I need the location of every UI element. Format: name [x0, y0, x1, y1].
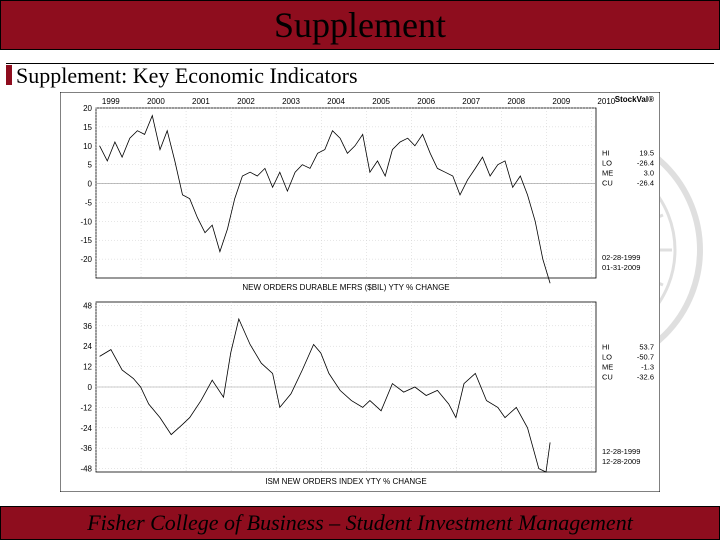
- svg-text:24: 24: [83, 342, 92, 351]
- svg-text:20: 20: [83, 104, 92, 113]
- svg-text:-26.4: -26.4: [637, 179, 654, 188]
- footer-text: Fisher College of Business – Student Inv…: [0, 510, 720, 536]
- svg-text:-26.4: -26.4: [637, 159, 654, 168]
- subhead-text: Supplement: Key Economic Indicators: [16, 63, 358, 89]
- svg-text:0: 0: [88, 383, 93, 392]
- slide-root: Supplement Supplement: Key Economic Indi…: [0, 0, 720, 540]
- svg-text:3.0: 3.0: [644, 169, 654, 178]
- svg-text:2005: 2005: [372, 97, 390, 106]
- svg-text:-5: -5: [85, 198, 93, 207]
- svg-text:02-28-1999: 02-28-1999: [602, 253, 640, 262]
- svg-text:ME: ME: [602, 169, 613, 178]
- svg-text:2010: 2010: [597, 97, 615, 106]
- chart-container: StockVal® -20 -15 -10 -5 0 5 10 15 20 1999 2000 2001…: [60, 92, 660, 492]
- svg-text:2000: 2000: [147, 97, 165, 106]
- svg-text:ME: ME: [602, 363, 613, 372]
- svg-text:LO: LO: [602, 159, 612, 168]
- svg-text:19.5: 19.5: [639, 149, 654, 158]
- svg-text:-48: -48: [80, 465, 92, 474]
- header-title: Supplement: [0, 4, 720, 46]
- svg-text:10: 10: [83, 142, 92, 151]
- svg-text:2004: 2004: [327, 97, 345, 106]
- svg-text:1999: 1999: [102, 97, 120, 106]
- svg-text:12-28-2009: 12-28-2009: [602, 457, 640, 466]
- svg-text:-12: -12: [80, 403, 92, 412]
- svg-text:-20: -20: [80, 255, 92, 264]
- svg-text:-24: -24: [80, 424, 92, 433]
- svg-text:HI: HI: [602, 343, 610, 352]
- svg-text:2002: 2002: [237, 97, 255, 106]
- subhead-accent: [6, 65, 12, 85]
- svg-text:CU: CU: [602, 373, 613, 382]
- svg-text:0: 0: [88, 180, 93, 189]
- svg-text:CU: CU: [602, 179, 613, 188]
- svg-text:NEW ORDERS DURABLE MFRS ($BIL): NEW ORDERS DURABLE MFRS ($BIL) YTY % CHA…: [242, 283, 449, 292]
- svg-text:53.7: 53.7: [639, 343, 654, 352]
- svg-text:HI: HI: [602, 149, 610, 158]
- svg-text:01-31-2009: 01-31-2009: [602, 263, 640, 272]
- svg-text:2007: 2007: [462, 97, 480, 106]
- svg-text:LO: LO: [602, 353, 612, 362]
- svg-text:15: 15: [83, 123, 92, 132]
- svg-text:-1.3: -1.3: [641, 363, 654, 372]
- svg-text:-10: -10: [80, 217, 92, 226]
- svg-text:12-28-1999: 12-28-1999: [602, 447, 640, 456]
- svg-text:ISM NEW ORDERS INDEX YTY % CH: ISM NEW ORDERS INDEX YTY % CHANGE: [265, 477, 427, 486]
- svg-text:48: 48: [83, 301, 92, 310]
- svg-text:-36: -36: [80, 444, 92, 453]
- svg-text:12: 12: [83, 363, 92, 372]
- svg-text:StockVal®: StockVal®: [615, 95, 654, 104]
- svg-text:2008: 2008: [507, 97, 525, 106]
- svg-text:-15: -15: [80, 236, 92, 245]
- svg-text:2009: 2009: [552, 97, 570, 106]
- svg-text:-32.6: -32.6: [637, 373, 654, 382]
- svg-text:2001: 2001: [192, 97, 210, 106]
- svg-text:5: 5: [88, 161, 93, 170]
- svg-text:2003: 2003: [282, 97, 300, 106]
- svg-text:36: 36: [83, 322, 92, 331]
- svg-text:-50.7: -50.7: [637, 353, 654, 362]
- svg-text:2006: 2006: [417, 97, 435, 106]
